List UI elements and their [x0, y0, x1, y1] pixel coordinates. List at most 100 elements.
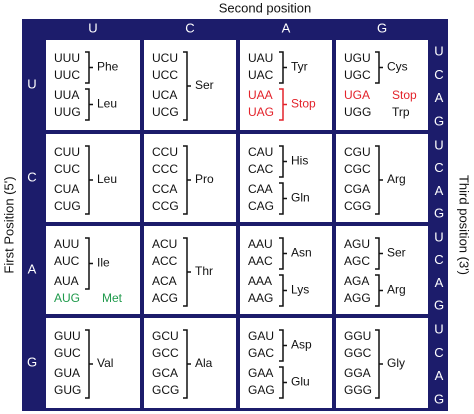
codon: GCC — [152, 346, 179, 360]
codon: CGC — [344, 162, 371, 176]
third-position-letter: U — [434, 43, 443, 58]
cell — [240, 318, 332, 408]
amino-acid: Lys — [291, 283, 309, 297]
third-position-letter: C — [434, 67, 443, 82]
codon: UGC — [344, 68, 371, 82]
codon: GGU — [344, 329, 371, 343]
codon: AAU — [248, 237, 273, 251]
codon: CAG — [248, 199, 274, 213]
amino-acid: Pro — [195, 172, 214, 186]
amino-acid: Ser — [387, 246, 406, 260]
amino-acid: Glu — [291, 375, 310, 389]
codon: UAG — [248, 105, 274, 119]
codon: GAG — [248, 383, 275, 397]
codon: GUG — [54, 383, 81, 397]
bracket — [279, 274, 287, 307]
title: Second position — [219, 0, 312, 15]
bracket — [375, 237, 383, 270]
bracket — [375, 51, 383, 84]
cell — [46, 134, 140, 222]
cell — [336, 226, 428, 314]
codon: UCC — [152, 68, 178, 82]
column-header: C — [185, 20, 194, 35]
row-header: A — [28, 261, 37, 276]
codon: ACA — [152, 274, 177, 288]
codon: UCA — [152, 88, 177, 102]
amino-acid: Val — [97, 356, 113, 370]
codon: UGU — [344, 51, 371, 65]
column-header: U — [88, 20, 97, 35]
codon: AUU — [54, 237, 79, 251]
amino-acid: Ser — [195, 78, 214, 92]
cell — [46, 40, 140, 130]
bracket — [279, 329, 287, 362]
bracket — [183, 329, 191, 399]
amino-acid: Asp — [291, 338, 312, 352]
codon: CAU — [248, 145, 273, 159]
third-position-letter: U — [434, 321, 443, 336]
third-position-letter: G — [434, 113, 444, 128]
codon: ACU — [152, 237, 177, 251]
codon: GUC — [54, 346, 81, 360]
codon: UGA — [344, 88, 370, 102]
cell — [240, 134, 332, 222]
codon: AAA — [248, 274, 272, 288]
codon: GAU — [248, 329, 274, 343]
bracket — [183, 51, 191, 121]
amino-acid: Stop — [291, 97, 316, 111]
codon: CUU — [54, 145, 80, 159]
codon: UUA — [54, 88, 79, 102]
cell — [144, 226, 236, 314]
amino-acid: Met — [102, 291, 123, 305]
codon: GGA — [344, 366, 371, 380]
amino-acid: Asn — [291, 246, 312, 260]
third-position-letter: C — [434, 345, 443, 360]
codon: GUA — [54, 366, 80, 380]
codon: UUG — [54, 105, 81, 119]
codon: AUC — [54, 254, 80, 268]
bracket — [85, 51, 93, 84]
bracket — [85, 329, 93, 399]
codon: AUG — [54, 291, 80, 305]
third-position-letter: C — [434, 252, 443, 267]
codon: GCG — [152, 383, 179, 397]
codon: CCC — [152, 162, 178, 176]
row-header: C — [27, 169, 36, 184]
bracket — [375, 145, 383, 215]
amino-acid: Gly — [387, 356, 405, 370]
third-position-letter: A — [435, 368, 444, 383]
codon: CUC — [54, 162, 80, 176]
codon: AAC — [248, 254, 273, 268]
row-header: G — [27, 354, 37, 369]
third-position-letter: U — [434, 137, 443, 152]
amino-acid: Ala — [195, 356, 213, 370]
bracket — [279, 237, 287, 270]
third-position-letter: C — [434, 160, 443, 175]
third-position-letter: A — [435, 183, 444, 198]
amino-acid: Stop — [392, 88, 417, 102]
codon: UUC — [54, 68, 80, 82]
amino-acid: Tyr — [291, 60, 308, 74]
cell — [144, 318, 236, 408]
codon: UAA — [248, 88, 273, 102]
codon: GGG — [344, 383, 372, 397]
codon: CAA — [248, 182, 273, 196]
bracket — [85, 237, 93, 290]
bracket — [183, 237, 191, 307]
codon: CCU — [152, 145, 178, 159]
row-header: U — [27, 76, 36, 91]
codon: UAC — [248, 68, 274, 82]
cell — [144, 134, 236, 222]
cell — [336, 318, 428, 408]
codon: GCA — [152, 366, 178, 380]
third-position-letter: A — [435, 90, 444, 105]
codon: UCU — [152, 51, 178, 65]
codon: CUA — [54, 182, 79, 196]
codon: AGA — [344, 274, 369, 288]
codon: CUG — [54, 199, 81, 213]
codon: AGU — [344, 237, 370, 251]
column-header: G — [377, 20, 387, 35]
codon: GCU — [152, 329, 179, 343]
